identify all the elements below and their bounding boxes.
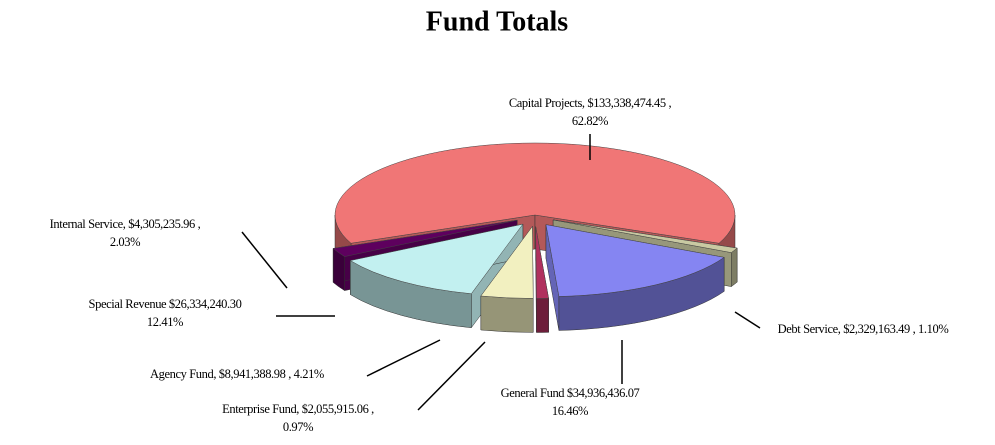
- slice-label: 12.41%: [147, 315, 183, 329]
- leader-line: [417, 341, 486, 411]
- leader-line: [366, 339, 441, 377]
- slice-label: Internal Service, $4,305,235.96 ,: [50, 217, 201, 231]
- slice-label: 62.82%: [572, 114, 608, 128]
- slice-label: Agency Fund, $8,941,388.98 , 4.21%: [150, 367, 324, 381]
- leader-line: [734, 311, 761, 329]
- slice-label: Enterprise Fund, $2,055,915.06 ,: [222, 402, 374, 416]
- slice: [332, 219, 518, 257]
- slice: [349, 223, 524, 294]
- slice: [545, 224, 725, 297]
- chart-title: Fund Totals: [426, 6, 569, 37]
- slice: [553, 219, 738, 253]
- slice-side: [480, 295, 534, 333]
- slice-label: General Fund $34,936,436.07: [501, 386, 640, 400]
- slice: [535, 226, 549, 299]
- leader-line: [241, 231, 288, 289]
- slice-side: [536, 298, 549, 333]
- slice-label: 16.46%: [552, 404, 588, 418]
- slice-label: 0.97%: [283, 420, 313, 434]
- slice-label: Debt Service, $2,329,163.49 , 1.10%: [778, 322, 949, 336]
- slice-label: Capital Projects, $133,338,474.45 ,: [509, 96, 672, 110]
- slice-side: [731, 247, 738, 288]
- slice-label: 2.03%: [110, 235, 140, 249]
- slice: [334, 142, 736, 244]
- slice: [480, 225, 534, 299]
- slice-label: Special Revenue $26,334,240.30: [89, 297, 242, 311]
